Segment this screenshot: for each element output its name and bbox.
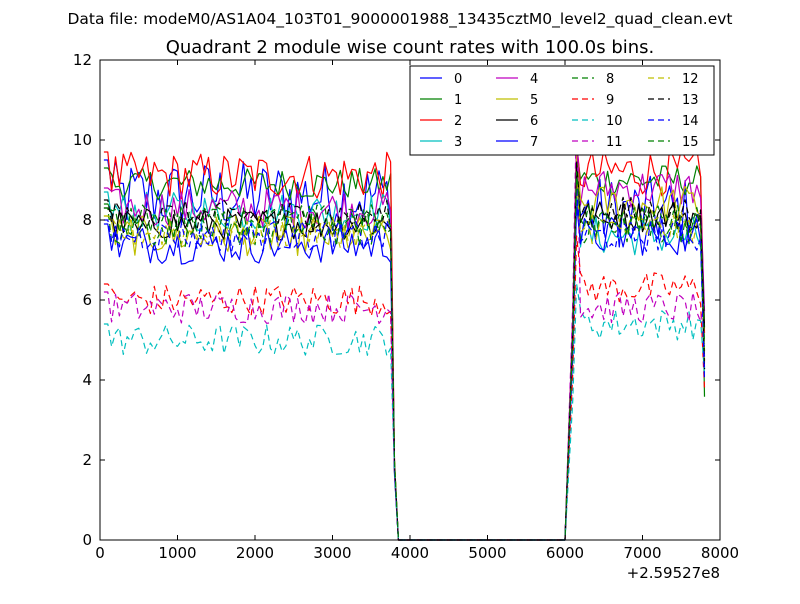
- legend-label-2: 2: [454, 114, 462, 129]
- y-tick-label: 0: [82, 531, 92, 549]
- legend-label-11: 11: [606, 135, 623, 150]
- legend-label-5: 5: [530, 93, 538, 108]
- legend-label-12: 12: [682, 72, 699, 87]
- suptitle: Data file: modeM0/AS1A04_103T01_90000019…: [67, 10, 732, 29]
- series-line-9: [103, 235, 706, 541]
- ticks-layer: 0 1000 2000 3000 4000 5000 6000 7000 80000246810…: [73, 51, 739, 562]
- x-offset-label: +2.59527e8: [627, 564, 720, 582]
- series-line-8: [103, 171, 706, 541]
- y-tick-label: 12: [73, 51, 92, 69]
- y-tick-label: 2: [82, 451, 92, 469]
- series-line-15: [103, 171, 706, 541]
- x-tick-label: 1000: [158, 544, 196, 562]
- legend-label-1: 1: [454, 93, 462, 108]
- y-tick-label: 4: [82, 371, 92, 389]
- x-tick-label: 4000: [391, 544, 429, 562]
- y-tick-label: 6: [82, 291, 92, 309]
- legend-label-10: 10: [606, 114, 623, 129]
- series-line-3: [103, 191, 706, 541]
- series-layer: [103, 107, 706, 541]
- series-line-2: [103, 139, 706, 541]
- legend-label-13: 13: [682, 93, 699, 108]
- legend-label-6: 6: [530, 114, 538, 129]
- series-line-10: [103, 283, 706, 541]
- y-tick-label: 10: [73, 131, 92, 149]
- legend-box: [409, 65, 715, 156]
- series-line-1: [103, 147, 706, 541]
- legend-label-0: 0: [454, 72, 462, 87]
- legend-label-9: 9: [606, 93, 614, 108]
- x-tick-label: 2000: [236, 544, 274, 562]
- legend-label-15: 15: [682, 135, 699, 150]
- series-line-7: [103, 203, 706, 541]
- legend-label-7: 7: [530, 135, 538, 150]
- series-line-4: [103, 131, 706, 541]
- x-tick-label: 7000: [623, 544, 661, 562]
- series-line-11: [103, 107, 706, 541]
- x-tick-label: 3000: [313, 544, 351, 562]
- legend-label-3: 3: [454, 135, 462, 150]
- chart-title: Quadrant 2 module wise count rates with …: [166, 37, 655, 58]
- legend-label-4: 4: [530, 72, 538, 87]
- series-line-14: [103, 187, 706, 541]
- legend-label-8: 8: [606, 72, 614, 87]
- x-tick-label: 0: [95, 544, 105, 562]
- legend-label-14: 14: [682, 114, 699, 129]
- x-tick-label: 5000: [468, 544, 506, 562]
- y-tick-label: 8: [82, 211, 92, 229]
- x-tick-label: 6000: [546, 544, 584, 562]
- x-tick-label: 8000: [701, 544, 739, 562]
- series-line-13: [103, 159, 706, 541]
